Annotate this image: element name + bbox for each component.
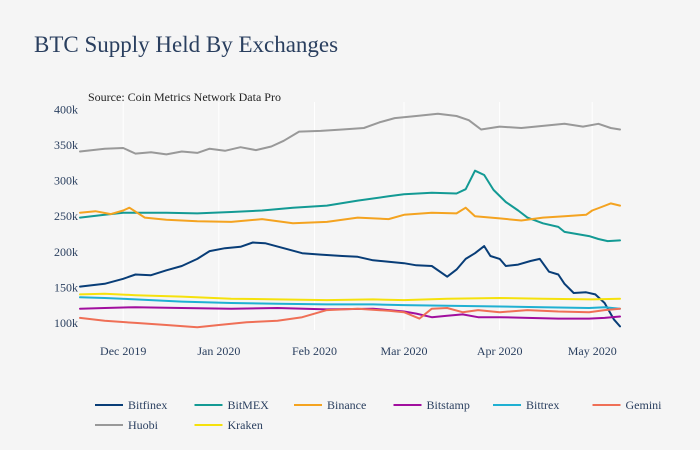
legend-label: BitMEX [228, 398, 270, 412]
series-line-kraken [79, 292, 621, 302]
y-tick-label: 400k [54, 103, 78, 117]
legend[interactable]: Bitfinex BitMEX Binance Bitstamp Bittrex Gemi… [95, 398, 662, 432]
legend-item-bitstamp[interactable]: Bitstamp [393, 398, 470, 412]
x-tick-label: Mar 2020 [381, 344, 428, 358]
x-tick-label: May 2020 [568, 344, 617, 358]
chart-title: BTC Supply Held By Exchanges [34, 32, 338, 57]
legend-item-huobi[interactable]: Huobi [95, 418, 159, 432]
y-tick-label: 150k [54, 280, 78, 294]
legend-item-bitfinex[interactable]: Bitfinex [95, 398, 167, 412]
series-line-bitfinex [79, 241, 621, 328]
legend-label: Kraken [228, 418, 263, 432]
y-tick-label: 300k [54, 174, 78, 188]
series-line-gemini [79, 307, 621, 329]
x-tick-label: Feb 2020 [292, 344, 337, 358]
y-tick-label: 350k [54, 138, 78, 152]
y-tick-label: 100k [54, 316, 78, 330]
series-line-huobi [79, 112, 621, 156]
x-tick-label: Apr 2020 [477, 344, 523, 358]
legend-item-gemini[interactable]: Gemini [592, 398, 663, 412]
x-tick-label: Jan 2020 [197, 344, 240, 358]
y-axis: 100k 150k 200k 250k 300k 350k 400k [54, 103, 78, 330]
series-line-bitmex [79, 169, 621, 243]
source-annotation: Source: Coin Metrics Network Data Pro [88, 90, 281, 104]
x-axis: Dec 2019 Jan 2020 Feb 2020 Mar 2020 Apr 2020… [100, 344, 617, 358]
legend-label: Bittrex [526, 398, 559, 412]
legend-item-bitmex[interactable]: BitMEX [194, 398, 270, 412]
legend-item-bittrex[interactable]: Bittrex [493, 398, 559, 412]
legend-item-binance[interactable]: Binance [294, 398, 366, 412]
legend-label: Gemini [626, 398, 663, 412]
series-lines [79, 112, 621, 329]
series-line-binance [79, 202, 621, 225]
legend-label: Bitstamp [427, 398, 470, 412]
series-line-bittrex [79, 296, 621, 310]
legend-label: Huobi [128, 418, 159, 432]
y-tick-label: 200k [54, 245, 78, 259]
y-tick-label: 250k [54, 209, 78, 223]
gridlines [122, 102, 593, 330]
legend-label: Binance [327, 398, 366, 412]
x-tick-label: Dec 2019 [100, 344, 146, 358]
legend-item-kraken[interactable]: Kraken [194, 418, 263, 432]
legend-label: Bitfinex [128, 398, 167, 412]
